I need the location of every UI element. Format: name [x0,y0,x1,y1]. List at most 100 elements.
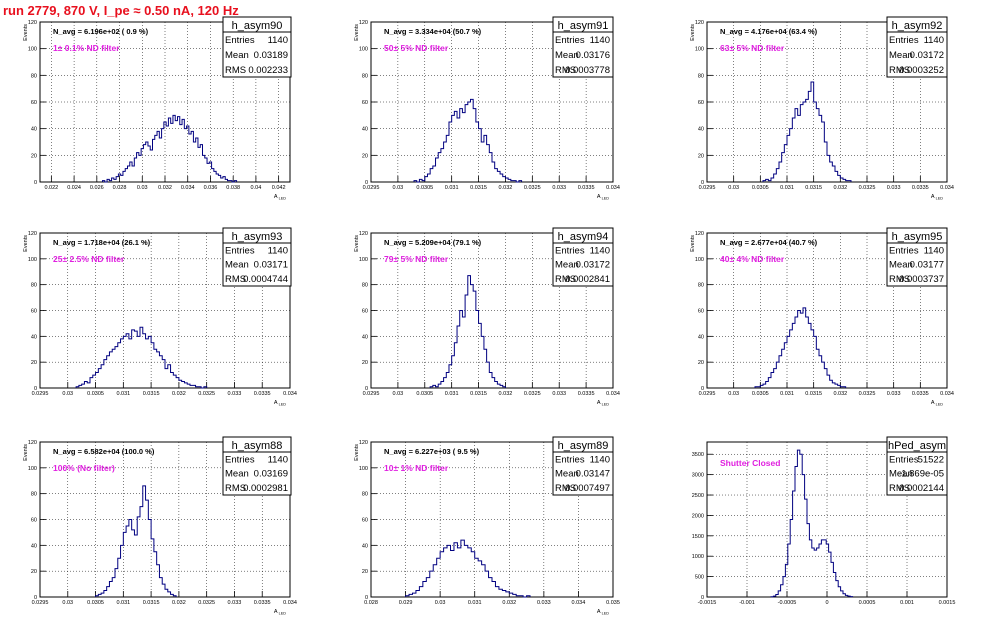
x-tick-label: 0.032 [158,185,172,191]
filter-label: Shutter Closed [720,458,780,468]
stats-label: Entries [889,454,919,465]
x-tick-label: 0.032 [833,391,847,397]
x-tick-label: 0.0305 [87,391,104,397]
x-tick-label: 0.034 [940,185,954,191]
y-tick-label: 40 [698,334,704,340]
histogram-line [413,98,523,183]
y-tick-label: 40 [31,543,37,549]
x-tick-label: -0.0005 [778,600,797,606]
y-tick-label: 3500 [692,452,704,458]
x-tick-label: 0.033 [887,185,901,191]
x-tick-label: 0.034 [940,391,954,397]
x-tick-label: 0.034 [606,391,620,397]
y-axis-label: Events [354,24,360,41]
x-axis-label: A LED [274,194,286,201]
y-tick-label: 100 [28,47,37,53]
y-tick-label: 100 [695,257,704,263]
stats-label: RMS [225,65,246,76]
stats-label: Mean [555,469,579,480]
stats-value: 0.0003778 [565,65,610,76]
x-tick-label: 0.033 [552,391,566,397]
stats-value: 0.0004744 [243,274,288,285]
stats-value: 1140 [924,245,944,256]
x-axis-label: A LED [274,609,286,616]
stats-label: Mean [225,50,249,61]
stats-value: 1140 [590,454,610,465]
x-tick-label: 0.0325 [198,391,215,397]
y-tick-label: 40 [362,127,368,133]
stats-value: 1140 [268,245,288,256]
y-tick-label: 0 [701,595,704,601]
y-tick-label: 0 [34,595,37,601]
navg-label: N_avg = 6.227e+03 ( 9.5 %) [384,447,480,456]
x-tick-label: 0.0335 [254,600,271,606]
x-tick-label: 0.022 [44,185,58,191]
stats-box: h_asym95 Entries 1140 Mean0.03177RMS0.00037… [886,227,948,287]
y-tick-label: 0 [701,386,704,392]
x-tick-label: 0.0015 [939,600,956,606]
filter-label: 100% (No filter) [53,463,115,473]
x-tick-label: 0.03 [728,185,739,191]
x-tick-label: 0.03 [62,391,73,397]
y-tick-label: 120 [28,231,37,237]
y-tick-label: 120 [359,20,368,26]
x-tick-label: 0.0315 [805,391,822,397]
y-tick-label: 60 [31,518,37,524]
x-tick-label: 0.035 [606,600,620,606]
filter-label: 1± 0.1% ND filter [53,43,120,53]
x-tick-label: 0.026 [90,185,104,191]
y-tick-label: 1500 [692,534,704,540]
histogram-panel-h_asym92: 0.0295 0.03 0.0305 0.031 0.0315 0.032 0.0325 0.… [690,16,954,201]
x-tick-label: 0.034 [572,600,586,606]
stats-value: 0.03169 [254,469,288,480]
x-tick-label: 0.032 [502,600,516,606]
x-tick-label: 0.03 [393,391,404,397]
stats-box: h_asym92 Entries 1140 Mean0.03172RMS0.00032… [886,16,948,78]
stats-label: RMS [225,274,246,285]
x-tick-label: -0.001 [739,600,755,606]
stats-label: Entries [889,245,919,256]
stats-value: 0.03172 [576,260,610,271]
stats-box: h_asym89 Entries 1140 Mean0.03147RMS0.00074… [552,436,614,496]
histogram-panel-h_asym94: 0.0295 0.03 0.0305 0.031 0.0315 0.032 0.0325 0.… [354,227,620,407]
x-tick-label: 0.03 [435,600,446,606]
x-tick-label: 0.0295 [699,391,716,397]
y-tick-label: 0 [34,180,37,186]
x-tick-label: 0.034 [606,185,620,191]
stats-box: h_asym88 Entries 1140 Mean 0.03169 RMS0.00029… [222,436,292,496]
stats-label: Entries [225,35,255,46]
navg-label: N_avg = 4.176e+04 (63.4 %) [720,27,818,36]
y-tick-label: 20 [362,153,368,159]
stats-box-frame [552,16,614,78]
filter-label: 25± 2.5% ND filter [53,254,125,264]
stats-value: 0.0002981 [243,483,288,494]
stats-box-frame [886,16,948,78]
stats-box-title: hPed_asym [888,440,946,452]
y-tick-label: 120 [359,440,368,446]
stats-box-frame [886,227,948,287]
x-tick-label: 0.0325 [859,185,876,191]
x-tick-label: 0.03 [62,600,73,606]
x-axis-label: A LED [274,400,286,407]
y-tick-label: 20 [31,360,37,366]
x-tick-label: 0.034 [181,185,195,191]
y-tick-label: 0 [365,386,368,392]
stats-label: Mean [555,50,579,61]
stats-box-title: h_asym88 [232,440,283,452]
stats-value: 0.0003252 [899,65,944,76]
stats-box-title: h_asym91 [558,20,609,32]
stats-value: -1.869e-05 [898,469,944,480]
y-tick-label: 20 [362,569,368,575]
x-tick-label: 0 [825,600,828,606]
y-tick-label: 80 [698,73,704,79]
stats-value: 0.0007497 [565,483,610,494]
y-tick-label: 1000 [692,554,704,560]
stats-value: 1140 [268,454,288,465]
stats-label: Entries [225,245,255,256]
x-tick-label: 0.0305 [752,185,769,191]
stats-box-frame [552,227,614,287]
x-axis-label: A LED [931,194,943,201]
x-tick-label: 0.033 [537,600,551,606]
x-tick-label: 0.031 [116,391,130,397]
